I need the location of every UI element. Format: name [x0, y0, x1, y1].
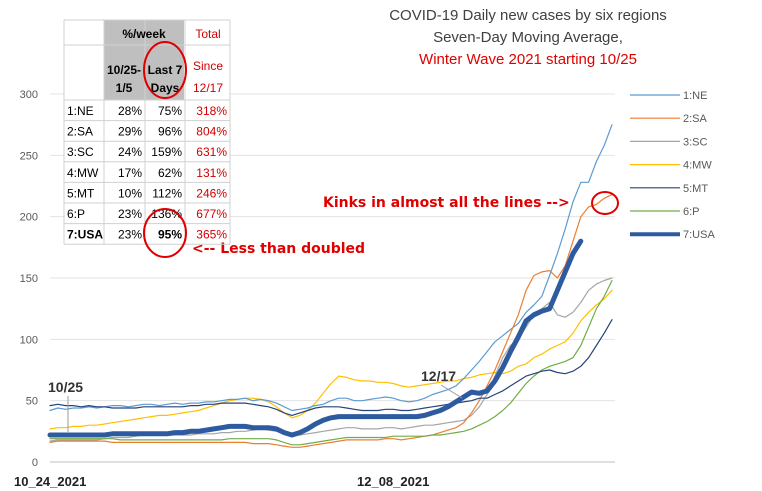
chart-subtitle: Seven-Day Moving Average,	[433, 29, 623, 46]
table-row: 3:SC 24% 159% 631%	[67, 145, 227, 159]
table-cell-period: 24%	[118, 145, 142, 159]
table-circle-last7	[143, 41, 187, 99]
table-cell-period: 29%	[118, 125, 142, 139]
table-col2-line1: Last 7	[148, 63, 183, 77]
series-line-2sa	[49, 194, 613, 448]
table-header-since: Since	[193, 59, 223, 73]
table-cell-last7: 96%	[158, 125, 182, 139]
chart-subtitle-wave: Winter Wave 2021 starting 10/25	[419, 51, 637, 68]
table-cell-region: 5:MT	[67, 186, 95, 200]
y-tick-label: 0	[32, 457, 38, 469]
y-tick-label: 100	[20, 334, 38, 346]
table-cell-last7: 75%	[158, 104, 182, 118]
table-grid	[63, 19, 231, 245]
series-line-5mt	[49, 319, 613, 416]
table-cell-period: 23%	[118, 228, 142, 242]
y-axis-ticks: 0 50 100 150 200 250 300	[20, 89, 38, 469]
table-cell-region: 6:P	[67, 207, 85, 221]
annotation-mid-date: 12/17	[421, 368, 456, 384]
table-cell-last7: 62%	[158, 166, 182, 180]
table-col1-line2: 1/5	[116, 81, 133, 95]
series-line-4mw	[49, 289, 613, 430]
x-tick-label-start: 10_24_2021	[14, 474, 86, 489]
table-cell-total: 131%	[196, 166, 227, 180]
annotation-less-doubled: <-- Less than doubled	[192, 241, 365, 257]
table-cell-region: 7:USA	[67, 228, 103, 242]
legend-label: 5:MT	[683, 183, 708, 195]
table-cell-total: 246%	[196, 186, 227, 200]
legend-label: 3:SC	[683, 136, 708, 148]
annotation-mid-leader	[440, 384, 463, 399]
table-row: 1:NE 28% 75% 318%	[67, 104, 227, 118]
series-line-7usa	[47, 238, 584, 438]
table-cell-last7: 95%	[158, 228, 182, 242]
x-tick-label-mid: 12_08_2021	[357, 474, 429, 489]
table-col2-line2: Days	[151, 81, 180, 95]
table-rows: 1:NE 28% 75% 318% 2:SA 29% 96% 804% 3:SC 24% 159% 6…	[67, 104, 227, 242]
table-cell-total: 631%	[196, 145, 227, 159]
table-row: 2:SA 29% 96% 804%	[67, 125, 227, 139]
annotation-kinks-circle	[591, 191, 619, 215]
table-row: 5:MT 10% 112% 246%	[67, 186, 227, 200]
legend-label: 1:NE	[683, 90, 707, 102]
table-cell-last7: 112%	[152, 186, 182, 200]
legend-label: 6:P	[683, 206, 700, 218]
table-cell-region: 3:SC	[67, 145, 94, 159]
table-row: 7:USA 23% 95% 365%	[67, 228, 227, 242]
table-cell-total: 677%	[196, 207, 227, 221]
table-cell-total: 318%	[196, 104, 227, 118]
y-tick-label: 250	[20, 150, 38, 162]
table-col1-line1: 10/25-	[107, 63, 141, 77]
table-row: 4:MW 17% 62% 131%	[67, 166, 227, 180]
table-cell-region: 4:MW	[67, 166, 99, 180]
annotation-kinks: Kinks in almost all the lines -->	[323, 195, 570, 211]
chart-title: COVID-19 Daily new cases by six regions	[389, 7, 667, 24]
table-cell-total: 804%	[196, 125, 227, 139]
table-cell-total: 365%	[196, 228, 227, 242]
table-circle-usa	[143, 208, 187, 258]
y-tick-label: 50	[26, 396, 38, 408]
table-cell-period: 23%	[118, 207, 142, 221]
legend-label: 4:MW	[683, 160, 712, 172]
legend: 1:NE 2:SA 3:SC 4:MW 5:MT 6:P 7:USA	[630, 90, 715, 241]
table-cell-period: 10%	[118, 186, 142, 200]
y-tick-label: 300	[20, 89, 38, 101]
table-cell-region: 1:NE	[67, 104, 94, 118]
table-header-shade	[104, 20, 184, 100]
table-header-perweek: %/week	[122, 27, 166, 41]
table-cell-period: 28%	[118, 104, 142, 118]
table-cell-region: 2:SA	[67, 125, 93, 139]
y-tick-label: 150	[20, 273, 38, 285]
legend-label: 2:SA	[683, 113, 708, 125]
table-header-total: Total	[195, 27, 220, 41]
series-lines	[47, 124, 613, 448]
series-line-6p	[49, 279, 613, 446]
table-cell-period: 17%	[118, 166, 142, 180]
legend-label: 7:USA	[683, 229, 715, 241]
annotation-start-date: 10/25	[48, 379, 83, 395]
summary-table: %/week Total 10/25- 1/5 Last 7 Days Sinc…	[63, 19, 231, 258]
y-tick-label: 200	[20, 212, 38, 224]
table-header-date: 12/17	[193, 81, 223, 95]
series-line-1ne	[49, 124, 613, 412]
table-row: 6:P 23% 136% 677%	[67, 207, 227, 221]
table-cell-last7: 159%	[151, 145, 182, 159]
